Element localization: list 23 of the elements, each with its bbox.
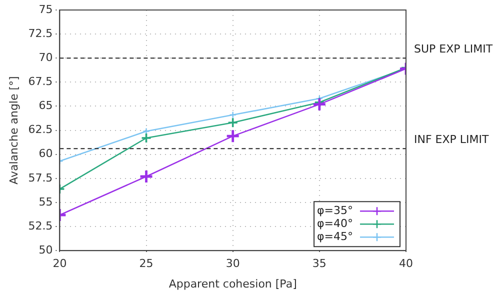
legend-label: φ=45° — [317, 230, 354, 243]
y-tick-label: 60 — [38, 147, 53, 160]
y-tick-label: 75 — [38, 2, 53, 16]
y-tick-label: 62.5 — [28, 123, 53, 136]
x-axis-title: Apparent cohesion [Pa] — [168, 277, 297, 290]
y-tick-label: 65 — [38, 99, 53, 112]
y-tick-label: 52.5 — [28, 219, 53, 232]
x-tick-label: 25 — [139, 257, 154, 270]
legend-label: φ=35° — [317, 204, 354, 217]
y-tick-label: 55 — [38, 195, 53, 208]
x-tick-label: 35 — [312, 257, 326, 270]
x-tick-label: 30 — [226, 257, 240, 270]
legend-label: φ=40° — [317, 216, 354, 230]
ref-line-label: INF EXP LIMIT — [414, 132, 490, 146]
y-axis-title: Avalanche angle [°] — [7, 76, 20, 184]
y-tick-label: 67.5 — [28, 75, 53, 88]
x-tick-label: 20 — [52, 257, 67, 270]
ref-line-label: SUP EXP LIMIT — [414, 42, 493, 56]
y-tick-label: 70 — [38, 50, 53, 64]
y-tick-label: 57.5 — [28, 171, 53, 184]
x-tick-label: 40 — [399, 257, 413, 270]
y-tick-label: 50 — [38, 243, 53, 256]
y-tick-label: 72.5 — [28, 26, 53, 40]
